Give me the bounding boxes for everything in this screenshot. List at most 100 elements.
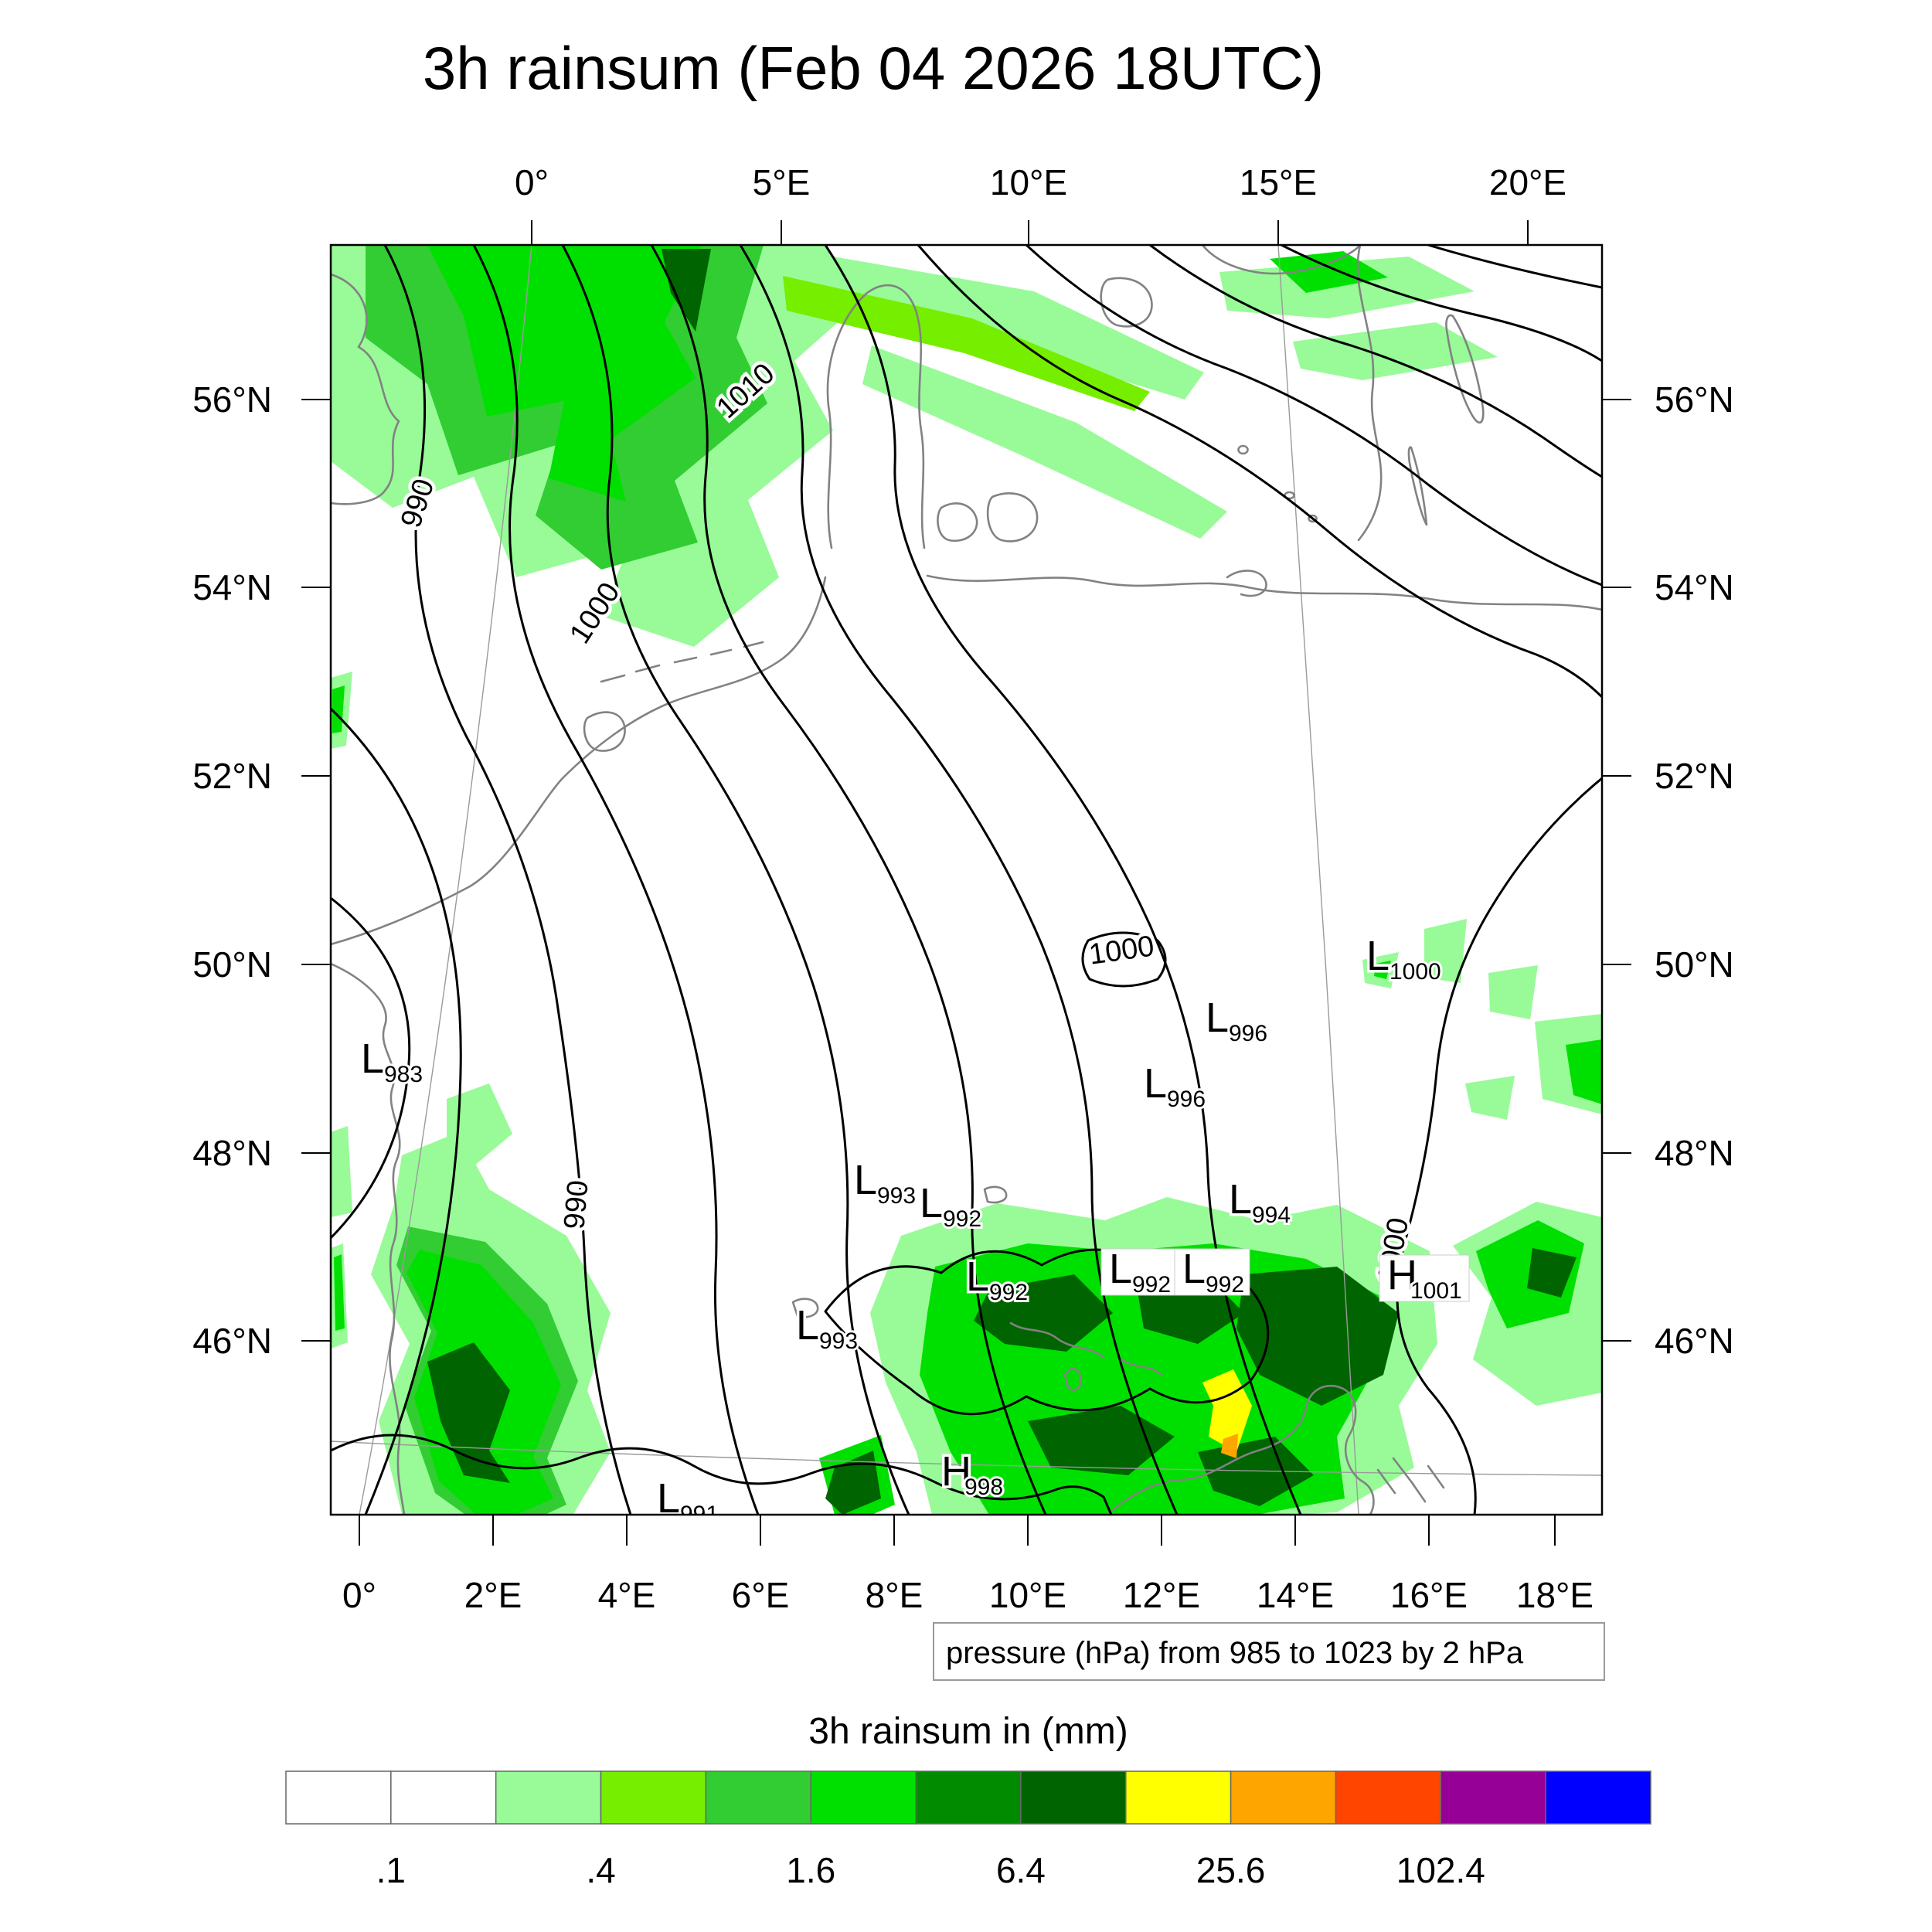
pressure-center-label: L 994 [1226,1174,1294,1231]
pressure-center-label: L 992 [1174,1243,1250,1300]
pressure-center-letter: L [361,1036,384,1082]
coastline [791,1298,819,1318]
pressure-center-value: 993 [819,1328,858,1354]
top-axis-label: 15°E [1240,162,1317,202]
bottom-axis-label: 0° [342,1575,376,1615]
pressure-center-letter: L [920,1180,943,1226]
pressure-center-label: L 992 [917,1178,985,1235]
rain-patch-pale [833,257,1204,400]
left-axis-label: 56°N [192,379,272,420]
pressure-center-value: 996 [1167,1087,1206,1112]
isobar-contour [824,1248,1270,1416]
coastline [583,711,626,752]
isobar-contour [331,896,411,1240]
pressure-center-value: 992 [1206,1272,1244,1298]
pressure-note-box: pressure (hPa) from 985 to 1023 by 2 hPa [933,1622,1605,1681]
colorbar-title: 3h rainsum in (mm) [808,1711,1128,1752]
pressure-note-border [933,1622,1605,1681]
coastline [826,284,926,549]
right-axis-label: 56°N [1655,379,1734,420]
coastline [1226,570,1267,597]
coastline [1201,245,1362,275]
rain-patch-pale [1488,965,1538,1019]
coastline [1009,1321,1105,1359]
top-axis-label: 10°E [990,162,1067,202]
coastline [926,574,1602,611]
pressure-center-letter: H [941,1448,971,1495]
colorbar-tick-label: .4 [586,1850,615,1890]
left-axis-label: 54°N [192,567,272,607]
top-axis-label: 20°E [1489,162,1566,202]
pressure-label-box [1174,1248,1250,1296]
colorbar-cell [1440,1770,1546,1825]
rain-patch-char [783,276,1150,411]
pressure-center-value: 992 [989,1280,1028,1305]
isobar-contour [1427,245,1602,289]
isobar-contour [650,245,1047,1515]
right-axis-label: 46°N [1655,1321,1734,1361]
rain-patch-brt [1566,1039,1602,1104]
isobar-contour [1025,245,1602,587]
pressure-center-letter: L [1109,1246,1132,1292]
pressure-center-value: 998 [964,1475,1003,1500]
colorbar-cell [600,1770,707,1825]
pressure-center-letter: L [1206,995,1229,1041]
bottom-axis-label: 18°E [1516,1575,1594,1615]
pressure-center-value: 992 [1132,1272,1171,1298]
isobar-contour [1081,931,1167,988]
left-axis-label: 50°N [192,944,272,985]
pressure-center-label: L 993 [794,1300,861,1357]
bottom-axis-label: 4°E [598,1575,656,1615]
coastline [1445,314,1485,424]
pressure-label-box [1100,1248,1177,1296]
isobar-contour [1149,245,1602,478]
isobar-contour [331,707,462,1515]
pressure-center-label: L 1000 [1364,930,1444,988]
pressure-center-letter: L [1229,1176,1252,1223]
left-axis-label: 46°N [192,1321,272,1361]
left-axis-label: 48°N [192,1133,272,1173]
bottom-axis-label: 6°E [732,1575,790,1615]
pressure-center-label: L 992 [1100,1243,1177,1300]
rain-patch-org [1221,1434,1238,1458]
coastline [937,502,978,543]
right-axis-label: 48°N [1655,1133,1734,1173]
graticule-line [331,1440,1602,1476]
rain-patch-dark [1028,1406,1175,1475]
colorbar: .1 .4 1.6 6.4 25.6 102.4 [285,1770,1651,1890]
coastline [1407,446,1428,526]
rain-patch-pale [1293,322,1498,380]
rain-patch-pale [1219,257,1475,318]
pressure-center-value: 991 [680,1502,719,1527]
colorbar-tick-label: 25.6 [1196,1850,1266,1890]
colorbar-tick-label: .1 [376,1850,406,1890]
coastline [1063,1367,1082,1391]
coastline [1106,1384,1375,1515]
colorbar-cell [1125,1770,1232,1825]
coastline [331,273,400,505]
axes: 0° 5°E 10°E 15°E 20°E 0° 2°E 4°E 6°E 8°E 10°E 12°E 1… [192,162,1734,1615]
rain-patch-brt [332,685,345,733]
isobar-contour [824,245,1302,1515]
pressure-center-label: L 996 [1203,992,1270,1049]
colorbar-tick-label: 6.4 [996,1850,1046,1890]
bottom-axis-label: 14°E [1257,1575,1334,1615]
pressure-center-letter: L [1144,1060,1167,1107]
bottom-axis-label: 2°E [464,1575,522,1615]
colorbar-tick-label: 1.6 [786,1850,835,1890]
rain-patch-pale [862,345,1227,539]
left-axis-label: 52°N [192,756,272,796]
pressure-center-letter: H [1387,1252,1417,1298]
isobar-contour [331,1434,1113,1515]
right-axis-label: 54°N [1655,567,1734,607]
colorbar-cell [1020,1770,1127,1825]
colorbar-cell [915,1770,1022,1825]
coastline [986,492,1039,543]
rain-patch-brt [334,1254,345,1331]
bottom-axis-label: 8°E [866,1575,923,1615]
bottom-axis-label: 16°E [1390,1575,1468,1615]
